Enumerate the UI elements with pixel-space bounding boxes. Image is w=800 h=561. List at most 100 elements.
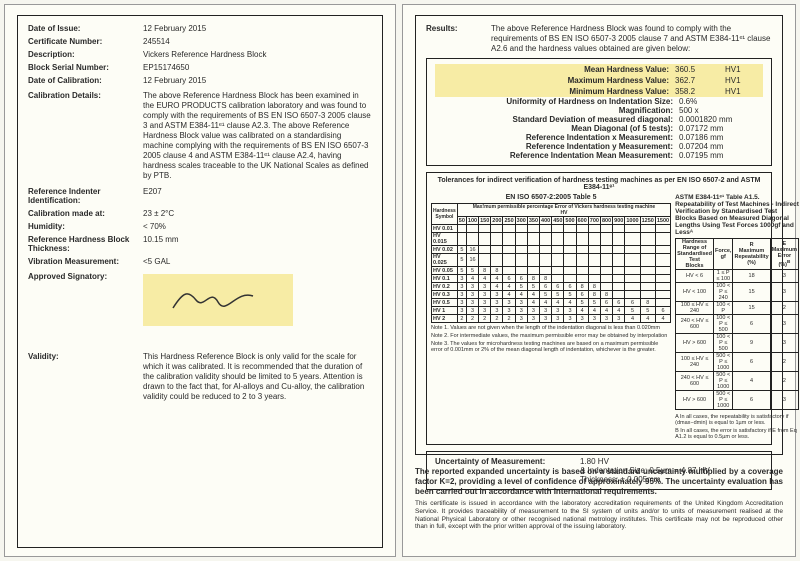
val-results: The above Reference Hardness Block was f… [491, 24, 772, 54]
lbl-mean: Mean Hardness Value: [439, 65, 675, 74]
measurements-box: Mean Hardness Value:360.5HV1 Maximum Har… [426, 58, 772, 166]
unit-mean: HV1 [725, 65, 759, 74]
tol-right-table: Hardness Range ofStandardised TestBlocks… [675, 238, 799, 410]
page-left: Date of Issue:12 February 2015 Certifica… [4, 4, 396, 557]
val-mean: 360.5 [675, 65, 725, 74]
meas-refm: Reference Indentation Mean Measurement:0… [435, 151, 763, 160]
tol-left-title: EN ISO 6507-2:2005 Table 5 [431, 194, 671, 201]
meas-min: Minimum Hardness Value:358.2HV1 [435, 86, 763, 97]
lbl-details: Calibration Details: [28, 91, 143, 181]
val-meand: 0.07172 mm [679, 124, 763, 133]
lbl-refm: Reference Indentation Mean Measurement: [435, 151, 679, 160]
signature-area [143, 272, 372, 334]
lbl-desc: Description: [28, 50, 143, 59]
meas-meand: Mean Diagonal (of 5 tests):0.07172 mm [435, 124, 763, 133]
lbl-sd: Standard Deviation of measured diagonal: [435, 115, 679, 124]
row-calibat: Calibration made at:23 ± 2°C [28, 209, 372, 218]
row-indenter: Reference Indenter Identification:E207 [28, 187, 372, 205]
lbl-vibration: Vibration Measurement: [28, 257, 143, 266]
note2: Note 2. For intermediate values, the max… [431, 333, 671, 339]
lbl-humidity: Humidity: [28, 222, 143, 231]
row-results: Results:The above Reference Hardness Blo… [426, 24, 772, 54]
noteA: A In all cases, the repeatability is sat… [675, 414, 799, 426]
val-mag: 500 x [679, 106, 763, 115]
lbl-meand: Mean Diagonal (of 5 tests): [435, 124, 679, 133]
lbl-max: Maximum Hardness Value: [439, 76, 675, 85]
tol-right: ASTM E384-11ᵉ¹ Table A1.5. Repeatability… [675, 194, 799, 440]
lbl-approved: Approved Signatory: [28, 272, 143, 334]
noteB: B In all cases, the error is satisfactor… [675, 428, 799, 440]
tol-left-table: HardnessSymbolMax!mum permissible percen… [431, 203, 671, 323]
page-right: Results:The above Reference Hardness Blo… [402, 4, 796, 557]
val-serial: EP15174650 [143, 63, 372, 72]
val-vibration: <5 GAL [143, 257, 372, 266]
footer-small: This certificate is issued in accordance… [415, 500, 783, 531]
val-indenter: E207 [143, 187, 372, 205]
row-details: Calibration Details:The above Reference … [28, 91, 372, 181]
meas-refx: Reference Indentation x Measurement:0.07… [435, 133, 763, 142]
val-issue: 12 February 2015 [143, 24, 372, 33]
signature-icon [158, 280, 278, 320]
meas-refy: Reference Indentation y Measurement:0.07… [435, 142, 763, 151]
lbl-refx: Reference Indentation x Measurement: [435, 133, 679, 142]
left-content-box: Date of Issue:12 February 2015 Certifica… [17, 15, 383, 548]
unit-max: HV1 [725, 76, 759, 85]
meas-mean: Mean Hardness Value:360.5HV1 [435, 64, 763, 75]
row-humidity: Humidity:< 70% [28, 222, 372, 231]
row-validity: Validity:This Hardness Reference Block i… [28, 352, 372, 402]
meas-sd: Standard Deviation of measured diagonal:… [435, 115, 763, 124]
row-approved: Approved Signatory: [28, 272, 372, 334]
certificate-sheet: Date of Issue:12 February 2015 Certifica… [0, 0, 800, 561]
row-issue: Date of Issue:12 February 2015 [28, 24, 372, 33]
row-calibdate: Date of Calibration:12 February 2015 [28, 76, 372, 85]
lbl-calibdate: Date of Calibration: [28, 76, 143, 85]
lbl-indenter: Reference Indenter Identification: [28, 187, 143, 205]
val-desc: Vickers Reference Hardness Block [143, 50, 372, 59]
row-desc: Description:Vickers Reference Hardness B… [28, 50, 372, 59]
val-humidity: < 70% [143, 222, 372, 231]
lbl-validity: Validity: [28, 352, 143, 402]
lbl-mag: Magnification: [435, 106, 679, 115]
signature-box [143, 274, 293, 326]
meas-max: Maximum Hardness Value:362.7HV1 [435, 75, 763, 86]
right-content-box: Results:The above Reference Hardness Blo… [415, 15, 783, 455]
unit-min: HV1 [725, 87, 759, 96]
unc-v1: 1.80 HV [580, 457, 710, 466]
val-sd: 0.0001820 mm [679, 115, 763, 124]
lbl-refy: Reference Indentation y Measurement: [435, 142, 679, 151]
lbl-serial: Block Serial Number: [28, 63, 143, 72]
val-uni: 0.6% [679, 97, 763, 106]
val-refm: 0.07195 mm [679, 151, 763, 160]
val-min: 358.2 [675, 87, 725, 96]
tol-right-title: ASTM E384-11ᵉ¹ Table A1.5. Repeatability… [675, 194, 799, 236]
val-refx: 0.07186 mm [679, 133, 763, 142]
meas-mag: Magnification:500 x [435, 106, 763, 115]
note3: Note 3. The values for microhardness tes… [431, 341, 671, 353]
footer-bold: The reported expanded uncertainty is bas… [415, 467, 783, 497]
tol-split: EN ISO 6507-2:2005 Table 5 HardnessSymbo… [431, 194, 767, 440]
tolerance-box: Tolerances for indirect verification of … [426, 172, 772, 445]
lbl-min: Minimum Hardness Value: [439, 87, 675, 96]
val-refy: 0.07204 mm [679, 142, 763, 151]
val-max: 362.7 [675, 76, 725, 85]
val-details: The above Reference Hardness Block has b… [143, 91, 372, 181]
lbl-certno: Certificate Number: [28, 37, 143, 46]
row-vibration: Vibration Measurement:<5 GAL [28, 257, 372, 266]
row-thickness: Reference Hardness Block Thickness:10.15… [28, 235, 372, 253]
val-calibat: 23 ± 2°C [143, 209, 372, 218]
val-validity: This Hardness Reference Block is only va… [143, 352, 372, 402]
meas-uni: Uniformity of Hardness on Indentation Si… [435, 97, 763, 106]
val-calibdate: 12 February 2015 [143, 76, 372, 85]
tol-left: EN ISO 6507-2:2005 Table 5 HardnessSymbo… [431, 194, 671, 440]
lbl-uni: Uniformity of Hardness on Indentation Si… [435, 97, 679, 106]
lbl-calibat: Calibration made at: [28, 209, 143, 218]
note1: Note 1. Values are not given when the le… [431, 325, 671, 331]
lbl-issue: Date of Issue: [28, 24, 143, 33]
val-certno: 245514 [143, 37, 372, 46]
row-serial: Block Serial Number:EP15174650 [28, 63, 372, 72]
lbl-thickness: Reference Hardness Block Thickness: [28, 235, 143, 253]
lbl-results: Results: [426, 24, 491, 54]
tol-title: Tolerances for indirect verification of … [431, 177, 767, 191]
row-certno: Certificate Number:245514 [28, 37, 372, 46]
val-thickness: 10.15 mm [143, 235, 372, 253]
